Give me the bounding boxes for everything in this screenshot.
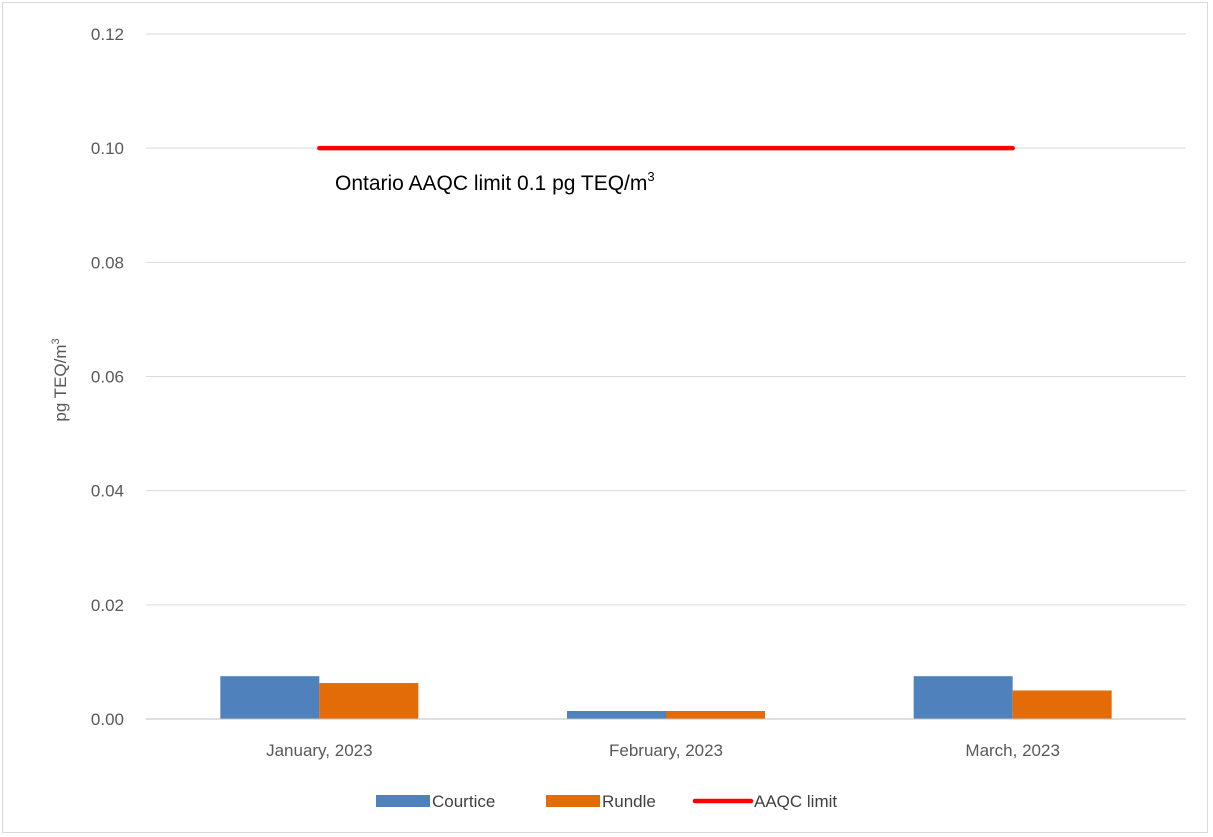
y-tick-label: 0.10 xyxy=(91,139,124,158)
y-tick-label: 0.08 xyxy=(91,253,124,272)
y-axis-label-text: pg TEQ/m xyxy=(51,344,70,421)
y-tick-label: 0.00 xyxy=(91,710,124,729)
legend: Courtice Rundle AAQC limit xyxy=(376,792,837,811)
bar-rundle xyxy=(319,683,419,719)
x-tick-labels: January, 2023 February, 2023 March, 2023 xyxy=(266,741,1060,760)
limit-annotation: Ontario AAQC limit 0.1 pg TEQ/m3 xyxy=(335,169,655,195)
bar-courtice xyxy=(220,676,320,719)
y-axis-label: pg TEQ/m3 xyxy=(50,338,70,421)
bars xyxy=(220,676,1112,719)
legend-label-rundle: Rundle xyxy=(602,792,656,811)
bar-courtice xyxy=(567,711,666,719)
y-axis-label-sup: 3 xyxy=(50,338,62,344)
bar-rundle xyxy=(666,711,765,719)
legend-swatch-rundle xyxy=(546,795,600,807)
y-tick-label: 0.06 xyxy=(91,368,124,387)
x-tick-label: January, 2023 xyxy=(266,741,372,760)
y-tick-labels: 0.00 0.02 0.04 0.06 0.08 0.10 0.12 xyxy=(91,25,124,729)
x-tick-label: March, 2023 xyxy=(965,741,1060,760)
bar-rundle xyxy=(1012,690,1112,719)
limit-annotation-text: Ontario AAQC limit 0.1 pg TEQ/m xyxy=(335,172,647,195)
x-tick-label: February, 2023 xyxy=(609,741,723,760)
y-tick-label: 0.12 xyxy=(91,25,124,44)
gridlines xyxy=(146,33,1186,606)
y-tick-label: 0.02 xyxy=(91,596,124,615)
legend-label-aaqc-limit: AAQC limit xyxy=(754,792,837,811)
legend-swatch-courtice xyxy=(376,795,430,807)
bar-courtice xyxy=(913,676,1013,719)
legend-label-courtice: Courtice xyxy=(432,792,495,811)
limit-annotation-sup: 3 xyxy=(647,169,654,184)
y-tick-label: 0.04 xyxy=(91,482,124,501)
